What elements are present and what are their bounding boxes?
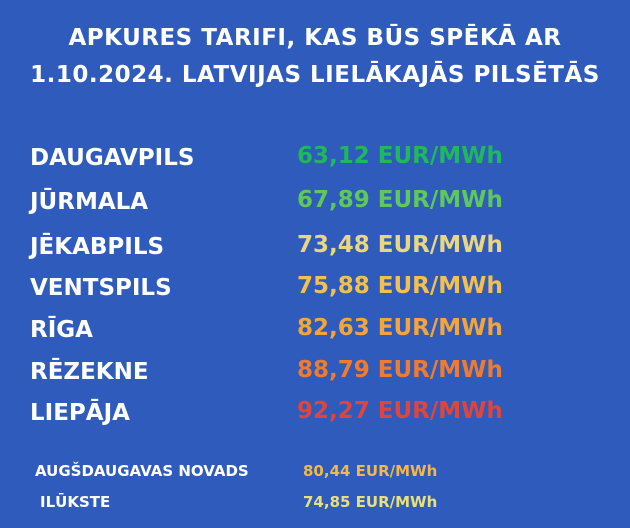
title-line: 1.10.2024. LATVIJAS LIELĀKAJĀS PILSĒTĀS xyxy=(30,62,600,88)
city-name: RĪGA xyxy=(30,317,93,343)
region-name: ILŪKSTE xyxy=(40,493,111,511)
tariff-value: 80,44 EUR/MWh xyxy=(303,462,438,480)
city-name: LIEPĀJA xyxy=(30,400,130,426)
tariff-value: 73,48 EUR/MWh xyxy=(297,232,503,258)
city-name: JŪRMALA xyxy=(30,189,149,215)
region-name: AUGŠDAUGAVAS NOVADS xyxy=(35,462,249,480)
city-name: RĒZEKNE xyxy=(30,359,149,385)
tariff-value: 88,79 EUR/MWh xyxy=(297,357,503,383)
tariff-value: 82,63 EUR/MWh xyxy=(297,315,503,341)
tariff-value: 92,27 EUR/MWh xyxy=(297,398,503,424)
tariff-value: 67,89 EUR/MWh xyxy=(297,187,503,213)
city-name: JĒKABPILS xyxy=(30,234,165,260)
tariff-value: 63,12 EUR/MWh xyxy=(297,143,503,169)
city-name: VENTSPILS xyxy=(30,275,172,301)
tariff-value: 74,85 EUR/MWh xyxy=(303,493,438,511)
tariff-value: 75,88 EUR/MWh xyxy=(297,273,503,299)
title-line: APKURES TARIFI, KAS BŪS SPĒKĀ AR xyxy=(68,25,562,51)
city-name: DAUGAVPILS xyxy=(30,145,195,171)
